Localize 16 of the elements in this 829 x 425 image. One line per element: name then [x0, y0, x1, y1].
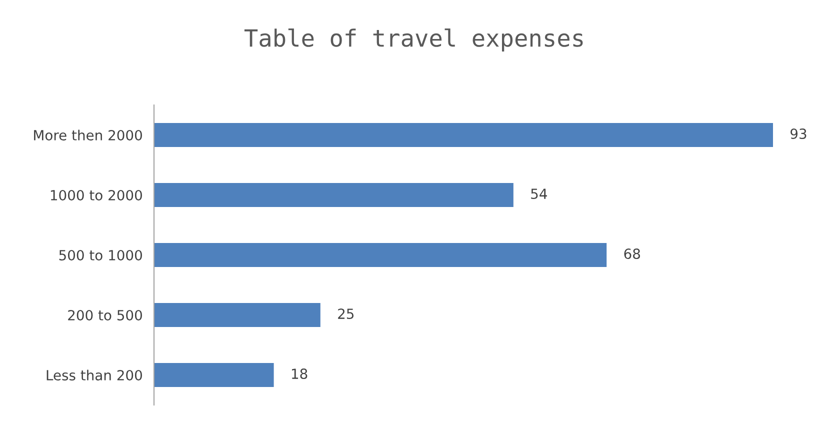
- y-tick-label: More then 2000: [34, 130, 142, 140]
- data-label: 93: [790, 128, 806, 140]
- bar: [154, 303, 320, 327]
- bar: [154, 183, 514, 207]
- bar: [154, 363, 274, 387]
- y-tick-label: 500 to 1000: [59, 250, 142, 260]
- chart-title: Table of travel expenses: [244, 28, 583, 52]
- data-label: 54: [531, 188, 547, 200]
- data-label: 18: [292, 368, 308, 380]
- data-label: 68: [624, 248, 640, 260]
- y-tick-label: 1000 to 2000: [50, 190, 142, 200]
- bar: [154, 243, 607, 267]
- y-tick-label: Less than 200: [46, 370, 142, 380]
- bar: [154, 123, 773, 147]
- y-tick-label: 200 to 500: [68, 310, 142, 320]
- data-label: 25: [338, 308, 354, 320]
